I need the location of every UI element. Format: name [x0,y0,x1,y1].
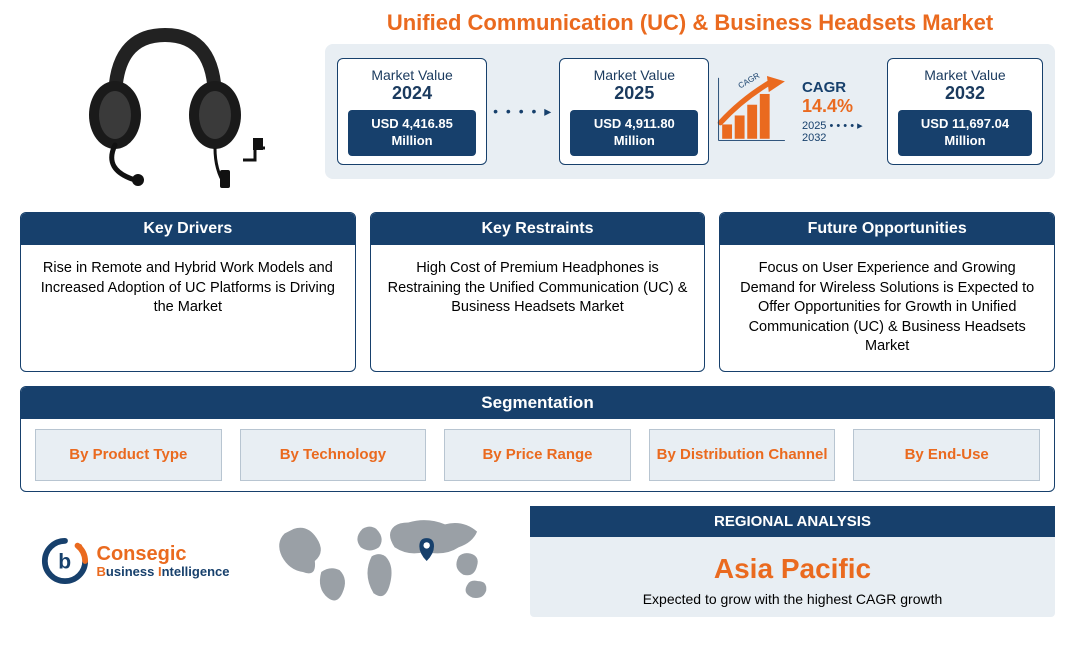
segmentation-title: Segmentation [21,387,1054,419]
mv-label: Market Value [898,67,1032,83]
mv-label: Market Value [570,67,698,83]
market-value-card-2032: Market Value 2032 USD 11,697.04 Million [887,58,1043,165]
mv-value: USD 4,416.85 Million [348,110,476,156]
card-body: High Cost of Premium Headphones is Restr… [371,245,705,371]
segment-item: By End-Use [853,429,1040,481]
segment-item: By Distribution Channel [649,429,836,481]
region-heading: REGIONAL ANALYSIS [530,506,1055,537]
logo-icon: b [41,537,89,585]
card-title: Key Drivers [21,213,355,245]
card-title: Key Restraints [371,213,705,245]
world-map-icon [260,506,520,617]
region-name: Asia Pacific [538,553,1047,585]
page-title: Unified Communication (UC) & Business He… [325,10,1055,36]
card-body: Focus on User Experience and Growing Dem… [720,245,1054,371]
map-pin-icon [419,538,434,561]
svg-text:b: b [58,551,71,574]
mv-value: USD 4,911.80 Million [570,110,698,156]
growth-chart-icon: CAGR [715,68,796,154]
cagr-label: CAGR [802,79,881,96]
mv-year: 2025 [570,83,698,104]
cagr-value: 14.4% [802,96,881,117]
mv-year: 2032 [898,83,1032,104]
key-restraints-card: Key Restraints High Cost of Premium Head… [370,212,706,372]
cagr-block: CAGR CAGR 14.4% 2025 • • • • ▸ 2032 [715,68,881,154]
future-opportunities-card: Future Opportunities Focus on User Exper… [719,212,1055,372]
segment-item: By Technology [240,429,427,481]
segment-item: By Price Range [444,429,631,481]
logo-name: Consegic [97,543,230,565]
segmentation-section: Segmentation By Product Type By Technolo… [20,386,1055,492]
regional-analysis-panel: REGIONAL ANALYSIS Asia Pacific Expected … [530,506,1055,617]
card-body: Rise in Remote and Hybrid Work Models an… [21,245,355,371]
segment-item: By Product Type [35,429,222,481]
mv-year: 2024 [348,83,476,104]
market-value-strip: Market Value 2024 USD 4,416.85 Million •… [325,44,1055,179]
card-title: Future Opportunities [720,213,1054,245]
region-sub: Expected to grow with the highest CAGR g… [538,591,1047,607]
key-drivers-card: Key Drivers Rise in Remote and Hybrid Wo… [20,212,356,372]
headset-image [20,10,310,200]
cagr-range: 2025 • • • • ▸ 2032 [802,119,881,144]
logo-tagline: Business Intelligence [97,565,230,579]
market-value-card-2024: Market Value 2024 USD 4,416.85 Million [337,58,487,165]
mv-value: USD 11,697.04 Million [898,110,1032,156]
mv-label: Market Value [348,67,476,83]
connector-icon: • • • • ▸ [493,103,553,120]
company-logo: b Consegic Business Intelligence [20,506,250,617]
market-value-card-2025: Market Value 2025 USD 4,911.80 Million [559,58,709,165]
